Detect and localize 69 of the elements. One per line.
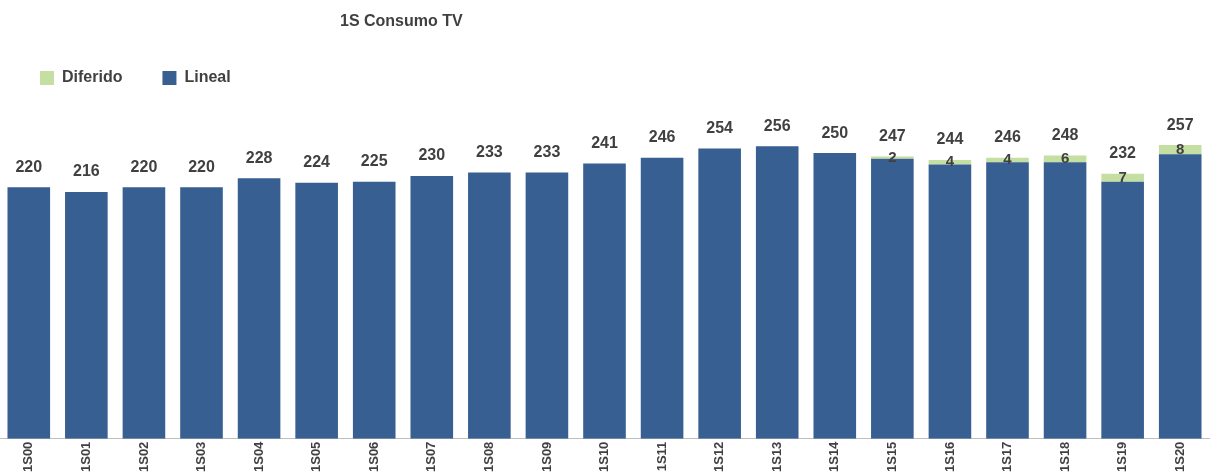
total-label: 250 <box>821 123 849 141</box>
legend-label: Diferido <box>62 68 123 86</box>
data-label: 8 <box>1176 139 1185 157</box>
bar <box>1101 181 1144 439</box>
bar <box>640 157 684 439</box>
total-label: 244 <box>936 130 964 148</box>
total-label: 225 <box>360 152 388 170</box>
x-tick-label: 1S20 <box>1171 441 1187 473</box>
total-label: 224 <box>303 153 331 171</box>
bar <box>583 163 626 439</box>
bar <box>180 187 223 439</box>
x-tick-label: 1S13 <box>768 441 784 473</box>
bar <box>986 162 1029 439</box>
x-tick-label: 1S08 <box>480 441 496 473</box>
x-tick-label: 1S18 <box>1056 441 1072 473</box>
bar <box>65 191 108 439</box>
total-label: 241 <box>591 133 618 151</box>
total-label: 233 <box>476 142 503 160</box>
data-label: 7 <box>1118 167 1127 185</box>
bar <box>122 187 166 439</box>
x-tick-label: 1S03 <box>193 441 209 473</box>
total-label: 247 <box>879 126 906 144</box>
x-tick-label: 1S17 <box>999 441 1015 473</box>
bar <box>755 146 799 439</box>
x-tick-label: 1S00 <box>20 441 36 473</box>
total-label: 256 <box>763 116 791 134</box>
total-label: 220 <box>130 157 158 175</box>
bar <box>352 181 396 439</box>
bar <box>237 178 281 439</box>
x-tick-label: 1S12 <box>711 441 727 473</box>
total-label: 220 <box>15 157 43 175</box>
x-tick-label: 1S10 <box>596 441 612 473</box>
bar <box>813 153 857 439</box>
bar <box>1158 154 1202 439</box>
legend-label: Lineal <box>184 68 231 86</box>
bar <box>928 164 972 439</box>
total-label: 254 <box>706 118 734 136</box>
total-label: 228 <box>245 148 273 166</box>
bar <box>1101 173 1144 182</box>
chart-title: 1S Consumo TV <box>340 12 463 30</box>
x-tick-label: 1S14 <box>826 440 842 473</box>
x-tick-label: 1S11 <box>653 441 669 472</box>
total-label: 246 <box>648 128 676 146</box>
bar <box>1043 162 1087 439</box>
total-label: 216 <box>73 162 100 180</box>
total-label: 230 <box>418 146 446 164</box>
x-tick-label: 1S06 <box>365 441 381 473</box>
bar <box>7 187 51 439</box>
total-label: 257 <box>1166 115 1194 133</box>
bar <box>698 148 741 439</box>
total-label: 232 <box>1109 144 1137 162</box>
bar <box>295 182 338 439</box>
bar <box>468 172 511 439</box>
total-label: 246 <box>994 128 1021 146</box>
data-label: 4 <box>945 152 955 170</box>
x-tick-label: 1S15 <box>883 441 899 473</box>
x-tick-label: 1S01 <box>77 441 93 473</box>
x-tick-label: 1S09 <box>538 441 554 473</box>
x-tick-label: 1S05 <box>308 441 324 473</box>
bar <box>525 172 569 439</box>
x-tick-label: 1S04 <box>250 440 266 473</box>
x-tick-label: 1S02 <box>135 441 151 473</box>
x-tick-label: 1S07 <box>423 441 439 473</box>
bar <box>410 175 454 439</box>
total-label: 248 <box>1051 125 1079 143</box>
total-label: 233 <box>533 142 561 160</box>
x-tick-label: 1S19 <box>1114 441 1130 473</box>
x-tick-label: 1S16 <box>941 441 957 473</box>
total-label: 220 <box>188 157 215 175</box>
